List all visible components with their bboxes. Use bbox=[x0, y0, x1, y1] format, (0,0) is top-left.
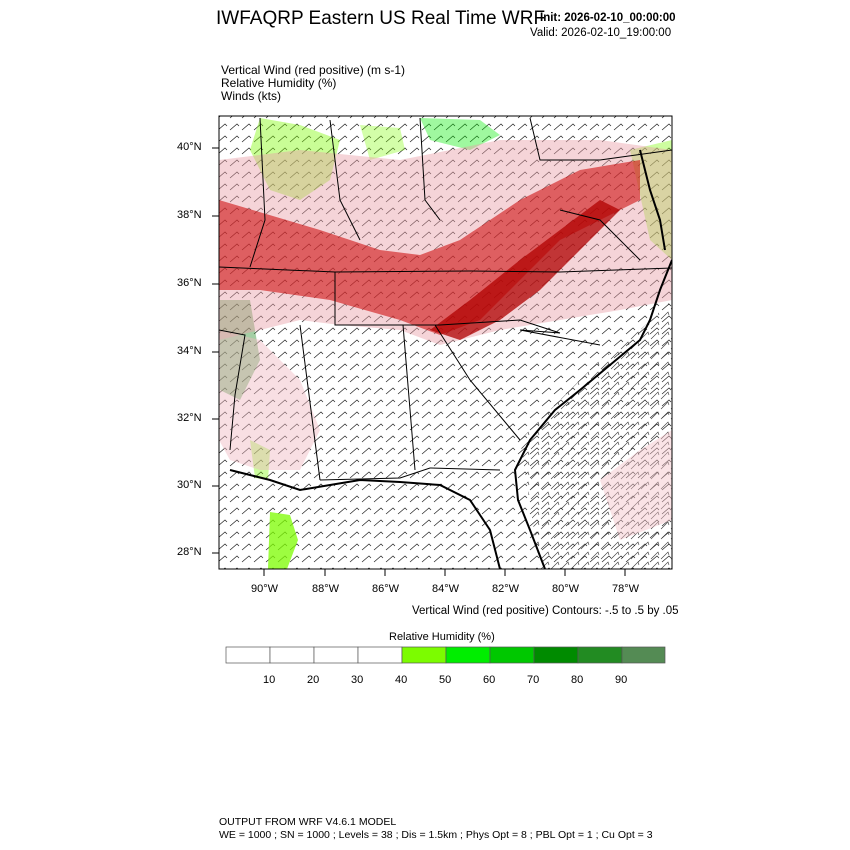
colorbar-box-2 bbox=[313, 646, 359, 664]
init-time: Init: 2026-02-10_00:00:00 bbox=[540, 12, 676, 24]
colorbar-label-80: 80 bbox=[571, 674, 584, 686]
lat-label-34n: 34°N bbox=[177, 345, 202, 357]
colorbar-box-7 bbox=[533, 646, 579, 664]
colorbar-label-90: 90 bbox=[615, 674, 628, 686]
rh-shading bbox=[220, 118, 672, 569]
lat-label-38n: 38°N bbox=[177, 209, 202, 221]
map-panel bbox=[219, 116, 672, 569]
lat-label-36n: 36°N bbox=[177, 277, 202, 289]
lon-label-80w: 80°W bbox=[552, 583, 580, 595]
colorbar-box-1 bbox=[269, 646, 315, 664]
colorbar-label-60: 60 bbox=[483, 674, 496, 686]
footer-config: WE = 1000 ; SN = 1000 ; Levels = 38 ; Di… bbox=[219, 829, 653, 841]
contour-note: Vertical Wind (red positive) Contours: -… bbox=[412, 605, 679, 617]
colorbar-box-8 bbox=[577, 646, 623, 664]
lat-tick-marks bbox=[212, 147, 219, 554]
lon-label-84w: 84°W bbox=[432, 583, 460, 595]
colorbar-label-10: 10 bbox=[263, 674, 276, 686]
valid-time: Valid: 2026-02-10_19:00:00 bbox=[530, 27, 672, 39]
variable-relative-humidity: Relative Humidity (%) bbox=[221, 76, 337, 90]
lat-label-32n: 32°N bbox=[177, 412, 202, 424]
colorbar-title: Relative Humidity (%) bbox=[389, 631, 495, 643]
variable-vertical-wind: Vertical Wind (red positive) (m s-1) bbox=[221, 63, 406, 77]
coastline bbox=[229, 149, 672, 569]
ocean-region bbox=[520, 300, 672, 569]
lon-label-78w: 78°W bbox=[612, 583, 640, 595]
colorbar-box-4 bbox=[401, 646, 447, 664]
colorbar-label-40: 40 bbox=[395, 674, 408, 686]
colorbar-box-5 bbox=[445, 646, 491, 664]
colorbar-label-20: 20 bbox=[307, 674, 320, 686]
colorbar-box-3 bbox=[357, 646, 403, 664]
colorbar-box-9 bbox=[621, 646, 666, 664]
footer-model: OUTPUT FROM WRF V4.6.1 MODEL bbox=[219, 816, 397, 828]
colorbar bbox=[225, 646, 666, 664]
colorbar-label-70: 70 bbox=[527, 674, 540, 686]
lon-tick-marks bbox=[263, 569, 626, 576]
updraft-shading bbox=[219, 140, 672, 540]
colorbar-label-30: 30 bbox=[351, 674, 364, 686]
colorbar-box-0 bbox=[225, 646, 271, 664]
colorbar-box-6 bbox=[489, 646, 535, 664]
map-title: IWFAQRP Eastern US Real Time WRF bbox=[216, 8, 546, 29]
lon-label-88w: 88°W bbox=[312, 583, 340, 595]
colorbar-label-50: 50 bbox=[439, 674, 452, 686]
lon-label-86w: 86°W bbox=[372, 583, 400, 595]
lat-label-30n: 30°N bbox=[177, 479, 202, 491]
lat-label-40n: 40°N bbox=[177, 141, 202, 153]
lon-label-90w: 90°W bbox=[251, 583, 279, 595]
lat-label-28n: 28°N bbox=[177, 546, 202, 558]
variable-winds: Winds (kts) bbox=[221, 89, 281, 103]
lon-label-82w: 82°W bbox=[492, 583, 520, 595]
